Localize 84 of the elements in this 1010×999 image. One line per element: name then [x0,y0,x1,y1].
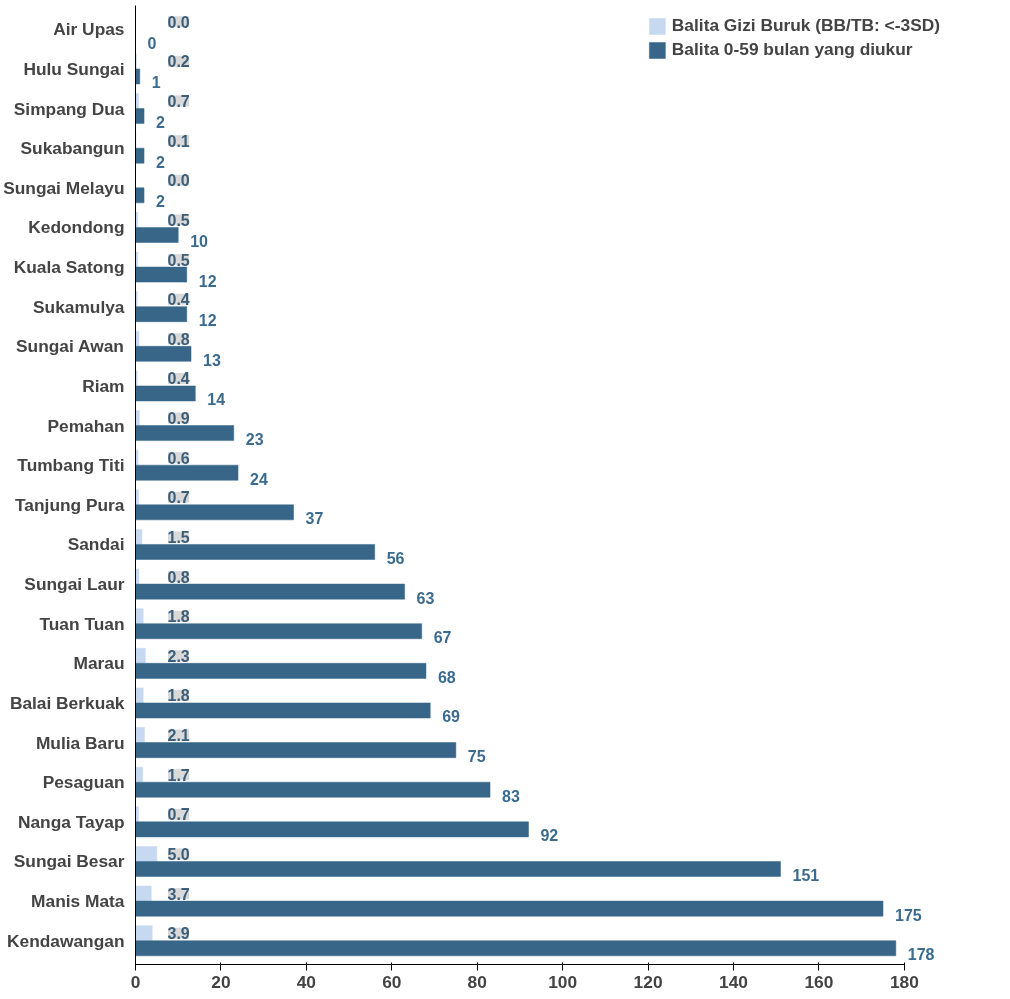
data-label: 0.9 [167,410,190,428]
data-label: 0.7 [167,489,190,507]
data-label: 2 [156,193,166,211]
y-tick-label: Sukabangun [20,138,125,159]
y-tick-label: Nanga Tayap [17,811,125,832]
data-label: 12 [198,272,217,290]
data-label: 2 [156,153,166,171]
y-tick-label: Kuala Satong [13,257,125,278]
data-label: 0 [147,34,157,52]
data-label: 0.5 [167,211,190,229]
y-tick-label: Air Upas [53,19,125,40]
data-label: 3.7 [167,885,190,903]
y-tick-label: Pesaguan [42,772,125,793]
data-label: 5.0 [167,845,190,863]
data-label: 1.8 [167,687,190,705]
y-tick-label: Simpang Dua [13,98,125,119]
data-label: 24 [250,470,268,488]
data-label: 0.7 [167,806,190,824]
y-tick-label: Marau [73,653,125,674]
data-label: 13 [203,351,221,369]
data-label: 1.5 [167,528,190,546]
y-tick-label: Tanjung Pura [15,494,125,515]
y-tick-label: Tuan Tuan [39,613,125,634]
x-tick-label: 160 [804,971,834,992]
data-label: 0.7 [167,93,190,110]
data-label: 1.7 [167,766,190,784]
data-label: 0.4 [167,370,190,388]
y-tick-label: Sungai Awan [16,336,124,357]
y-tick-label: Pemahan [47,415,125,436]
x-tick-label: 120 [633,971,663,992]
data-label: 75 [467,748,486,766]
data-label: 69 [442,708,461,726]
data-label: 0.5 [167,251,190,269]
data-label: 63 [416,589,435,607]
data-label: 83 [502,787,520,805]
x-tick-label: 20 [211,971,231,992]
data-label: 37 [305,510,324,528]
data-label: 10 [190,232,209,250]
y-tick-label: Tumbang Titi [17,455,125,476]
y-tick-label: Sandai [67,534,125,555]
legend-label: Balita 0-59 bulan yang diukur [671,39,913,60]
y-tick-label: Mulia Baru [35,732,125,753]
data-label: 68 [437,668,456,686]
y-tick-label: Hulu Sungai [23,58,125,79]
data-label: 0.2 [167,53,190,71]
data-label: 14 [207,391,226,409]
x-tick-label: 40 [296,971,316,992]
data-label: 0.4 [167,291,190,309]
x-tick-label: 140 [719,971,748,992]
legend-label: Balita Gizi Buruk (BB/TB: <-3SD) [671,15,940,36]
x-tick-label: 180 [889,971,919,992]
x-tick-label: 100 [548,971,578,992]
data-label: 12 [198,312,217,330]
x-tick-label: 80 [467,971,487,992]
data-label: 1 [151,74,161,92]
data-label: 67 [433,629,452,647]
y-tick-label: Riam [82,375,125,396]
data-label: 0.0 [167,172,190,190]
data-label: 1.8 [167,608,190,626]
y-tick-label: Manis Mata [31,891,125,912]
data-label: 92 [540,827,559,845]
y-tick-label: Sukamulya [33,296,125,317]
y-tick-label: Sungai Besar [13,851,125,872]
data-label: 151 [792,867,820,884]
data-label: 175 [895,906,922,924]
data-label: 56 [386,549,405,567]
data-label: 0.8 [167,568,190,586]
y-tick-label: Sungai Laur [24,574,125,595]
x-tick-label: 0 [130,971,141,992]
data-label: 2.1 [167,727,190,745]
y-tick-label: Balai Berkuak [9,692,125,713]
data-label: 0.1 [167,132,190,150]
data-label: 0.8 [167,330,190,348]
data-label: 178 [907,946,935,964]
data-label: 2.3 [167,647,190,665]
x-tick-label: 60 [382,971,402,992]
data-label: 3.9 [167,925,190,943]
y-tick-label: Kedondong [28,217,125,238]
data-label: 0.6 [167,449,190,467]
y-tick-label: Sungai Melayu [3,177,125,198]
y-tick-label: Kendawangan [7,930,125,951]
data-label: 2 [156,114,166,132]
data-label: 0.0 [167,13,190,31]
data-label: 23 [245,431,264,449]
